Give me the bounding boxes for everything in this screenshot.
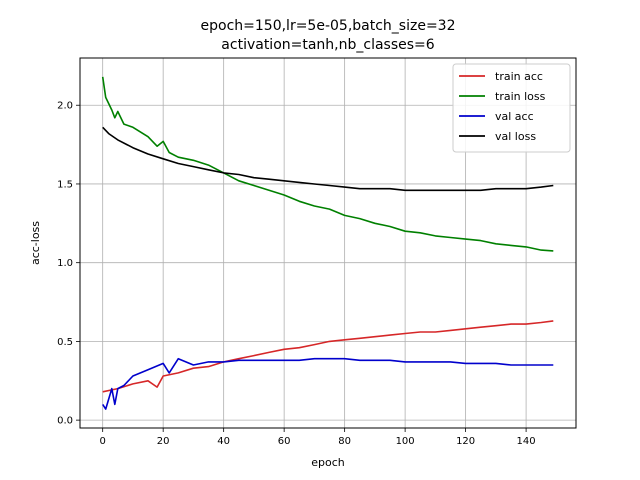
y-tick-label: 0.0 [57, 416, 73, 427]
x-tick-label: 120 [456, 436, 475, 447]
legend: train acc train loss val acc val loss [452, 63, 571, 153]
x-tick-label: 60 [278, 436, 291, 447]
series-line-train-acc [102, 320, 554, 393]
y-axis-label: acc-loss [29, 221, 42, 265]
series-line-train-loss [101, 76, 554, 252]
x-tick-label: 0 [99, 436, 105, 447]
y-tick-label: 1.0 [57, 258, 73, 269]
y-tick-label: 1.5 [57, 179, 73, 190]
x-tick-label: 140 [517, 436, 536, 447]
x-axis-label: epoch [311, 456, 345, 469]
legend-label: train loss [495, 90, 546, 103]
y-tick-label: 2.0 [57, 101, 73, 112]
legend-label: val loss [495, 130, 536, 143]
legend-box [452, 63, 571, 153]
x-tick-label: 40 [217, 436, 230, 447]
x-tick-label: 80 [338, 436, 351, 447]
series-lines [101, 76, 554, 410]
legend-label: val acc [495, 110, 534, 123]
x-tick-label: 100 [396, 436, 415, 447]
legend-label: train acc [495, 70, 543, 83]
series-line-val-loss [102, 126, 554, 192]
chart-title-line-2: activation=tanh,nb_classes=6 [221, 37, 434, 53]
chart-title-line-1: epoch=150,lr=5e-05,batch_size=32 [201, 18, 456, 34]
y-tick-label: 0.5 [57, 337, 73, 348]
plot-frame [79, 57, 577, 429]
axis-ticks: 0 20 40 60 80 100 120 140 0.0 0.5 1.0 1.5 2.0 [57, 101, 536, 447]
series-line-val-acc [102, 357, 554, 410]
x-tick-label: 20 [157, 436, 170, 447]
